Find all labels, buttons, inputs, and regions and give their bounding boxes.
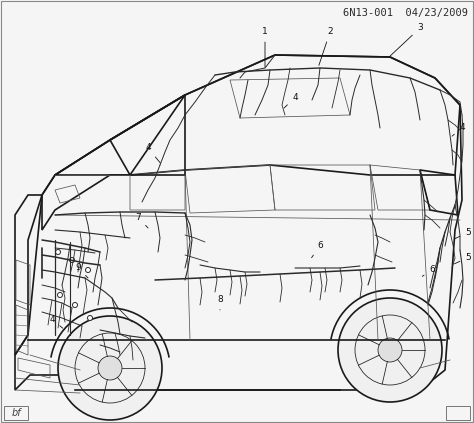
Text: 4: 4 bbox=[49, 315, 63, 328]
Circle shape bbox=[55, 250, 61, 255]
Text: 5: 5 bbox=[455, 253, 471, 264]
Text: 4: 4 bbox=[284, 93, 298, 108]
Text: 7: 7 bbox=[135, 213, 148, 228]
Circle shape bbox=[57, 292, 63, 297]
Text: 1: 1 bbox=[262, 27, 268, 67]
Circle shape bbox=[88, 316, 92, 321]
Circle shape bbox=[70, 258, 74, 263]
Text: 9: 9 bbox=[75, 263, 88, 278]
Circle shape bbox=[378, 338, 402, 362]
Circle shape bbox=[73, 302, 78, 308]
Text: 4: 4 bbox=[452, 123, 465, 136]
Circle shape bbox=[338, 298, 442, 402]
Circle shape bbox=[58, 316, 162, 420]
Text: 3: 3 bbox=[390, 24, 423, 56]
Bar bbox=[446, 406, 470, 420]
Text: 5: 5 bbox=[455, 228, 471, 239]
Text: 6: 6 bbox=[311, 241, 323, 258]
Bar bbox=[4, 406, 28, 420]
Text: 6N13-001  04/23/2009: 6N13-001 04/23/2009 bbox=[343, 8, 468, 18]
Text: 2: 2 bbox=[319, 27, 333, 66]
Text: 4: 4 bbox=[145, 143, 160, 163]
Circle shape bbox=[85, 267, 91, 272]
Circle shape bbox=[98, 356, 122, 380]
Text: bf: bf bbox=[11, 408, 21, 418]
Text: 8: 8 bbox=[217, 295, 223, 310]
Text: 6: 6 bbox=[422, 265, 435, 276]
